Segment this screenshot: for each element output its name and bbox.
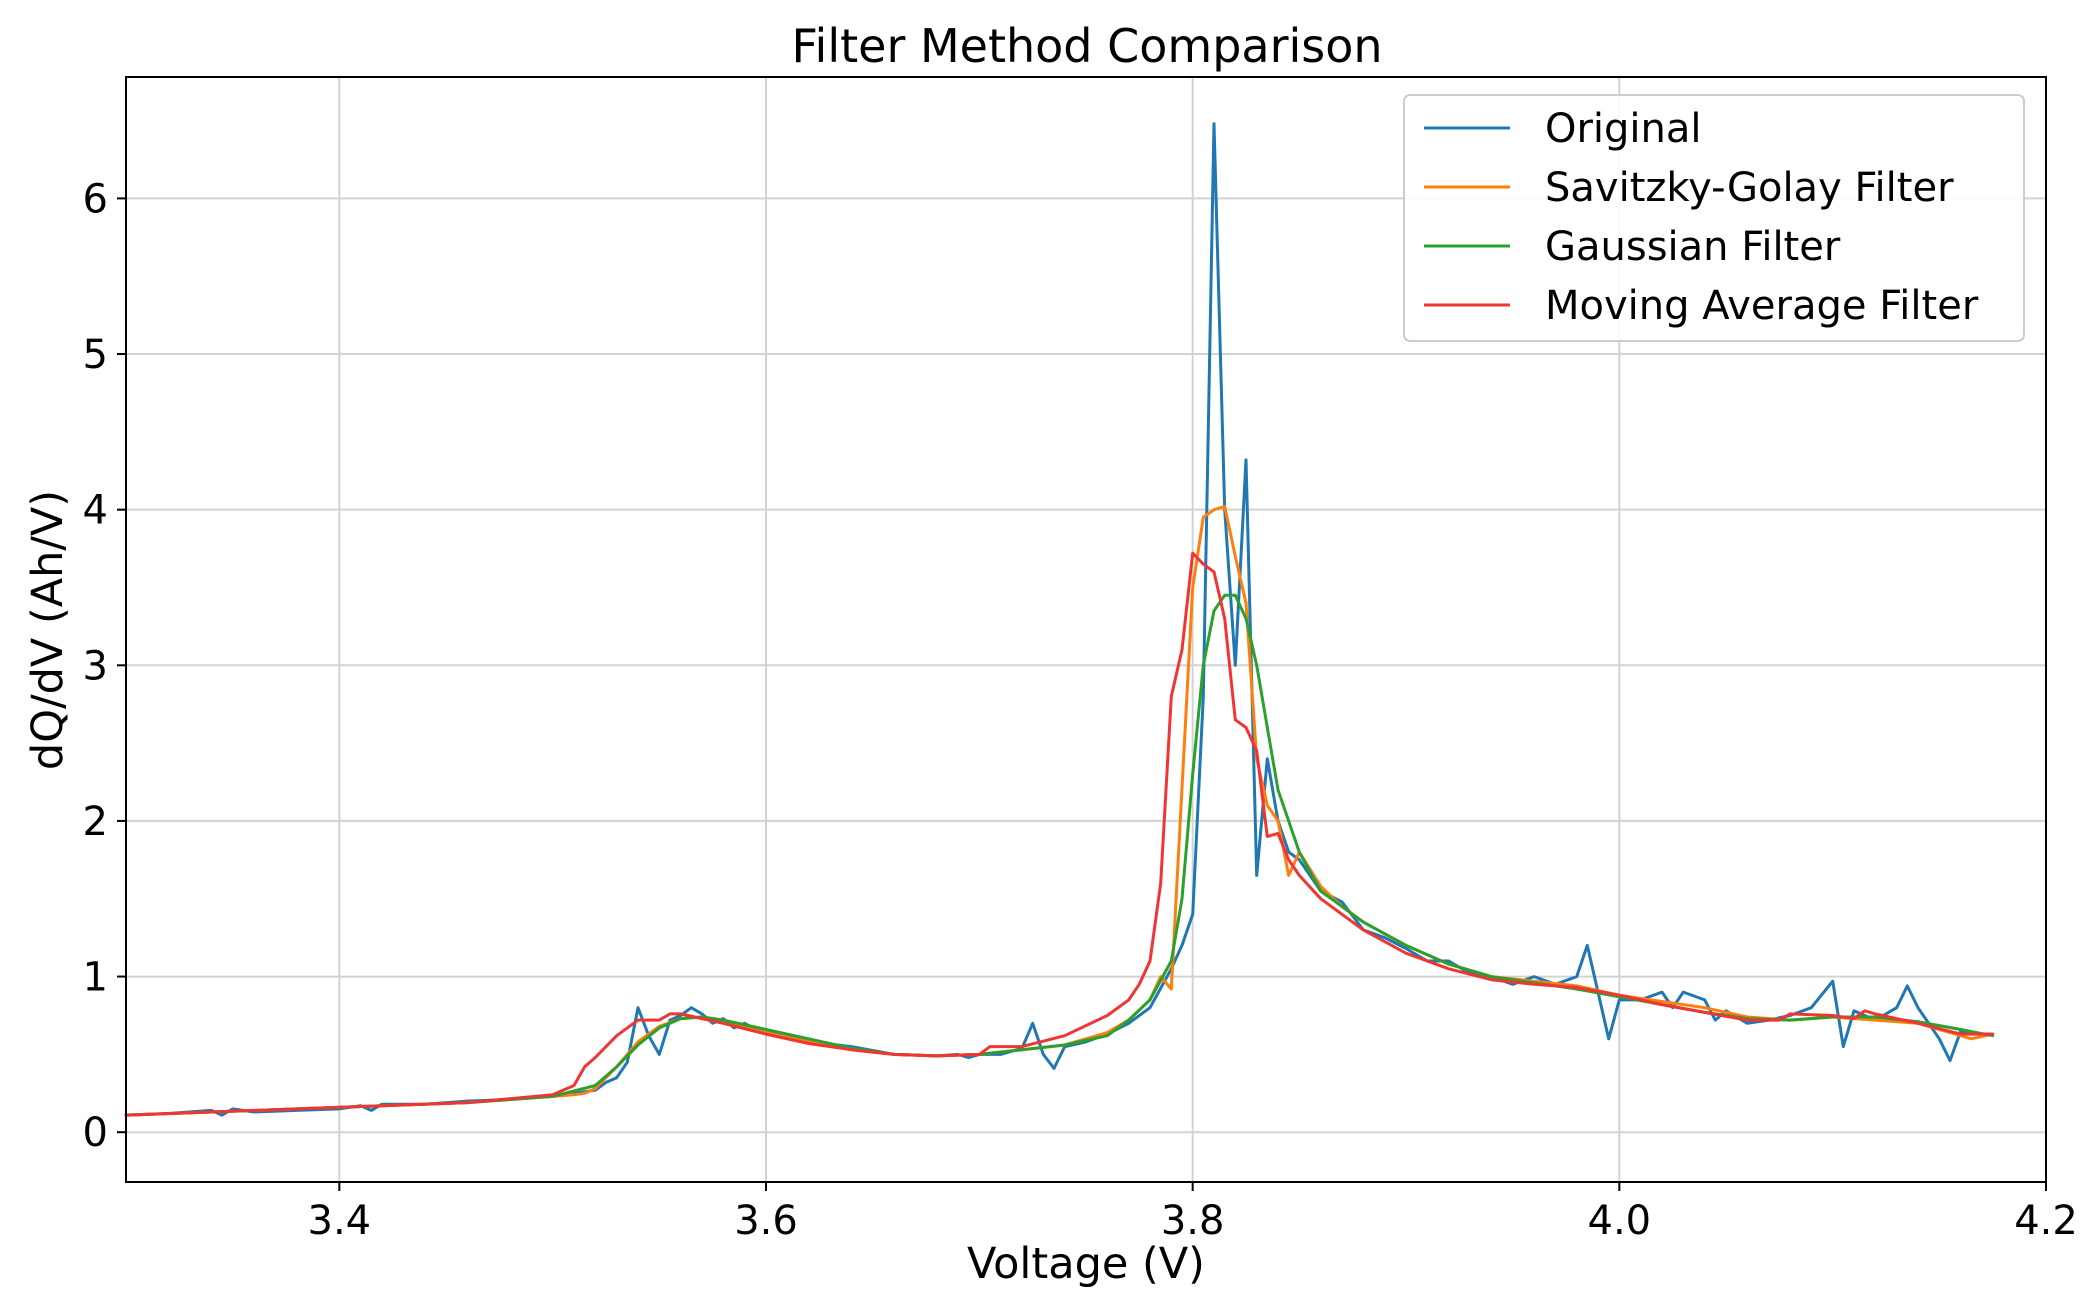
series-line-3 xyxy=(124,551,1995,1117)
y-tick-label: 6 xyxy=(83,176,108,222)
y-tick-label: 2 xyxy=(83,799,108,845)
y-axis-ticks: 0 1 2 3 4 5 6 xyxy=(83,176,126,1156)
legend-label-1: Savitzky-Golay Filter xyxy=(1545,165,1954,211)
x-tick-label: 4.0 xyxy=(1588,1198,1652,1244)
plot-frame xyxy=(125,76,2047,1183)
series-line-0 xyxy=(124,122,1995,1117)
y-tick-label: 0 xyxy=(83,1110,108,1156)
x-tick-label: 3.4 xyxy=(308,1198,372,1244)
y-tick-label: 4 xyxy=(83,488,108,534)
series-group xyxy=(124,122,1995,1117)
legend: Original Savitzky-Golay Filter Gaussian Fi… xyxy=(1403,94,2025,342)
x-tick-label: 3.8 xyxy=(1161,1198,1225,1244)
x-tick-label: 4.2 xyxy=(2014,1198,2078,1244)
x-axis-label: Voltage (V) xyxy=(967,1239,1205,1289)
y-tick-label: 3 xyxy=(83,643,108,689)
legend-box xyxy=(1403,94,2025,342)
chart-title: Filter Method Comparison xyxy=(791,19,1382,73)
y-axis-label: dQ/dV (Ah/V) xyxy=(23,490,73,770)
legend-label-3: Moving Average Filter xyxy=(1545,283,1979,329)
x-tick-label: 3.6 xyxy=(734,1198,798,1244)
y-tick-label: 1 xyxy=(83,955,108,1001)
x-axis-ticks: 3.4 3.6 3.8 4.0 4.2 xyxy=(308,1182,2078,1244)
y-tick-label: 5 xyxy=(83,332,108,378)
legend-label-0: Original xyxy=(1545,106,1702,152)
legend-label-2: Gaussian Filter xyxy=(1545,224,1841,270)
